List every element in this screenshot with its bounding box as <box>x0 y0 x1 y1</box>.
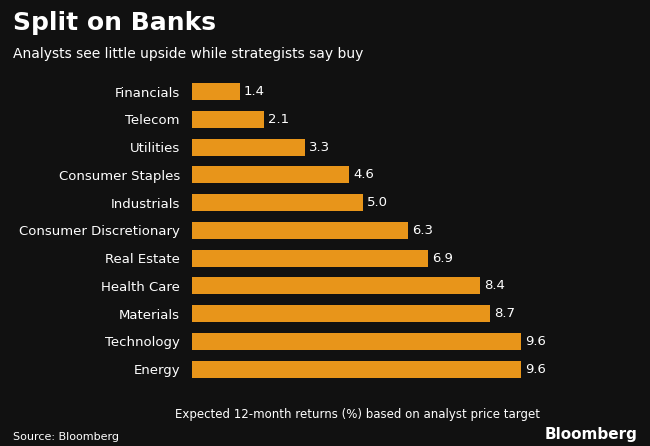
Text: 5.0: 5.0 <box>367 196 388 209</box>
Text: 9.6: 9.6 <box>525 363 546 376</box>
Bar <box>192 277 480 294</box>
Text: 1.4: 1.4 <box>244 85 265 98</box>
Bar <box>192 111 264 128</box>
Bar <box>192 194 363 211</box>
Text: Analysts see little upside while strategists say buy: Analysts see little upside while strateg… <box>13 47 363 61</box>
Bar <box>192 139 305 156</box>
Text: Source: Bloomberg: Source: Bloomberg <box>13 432 119 442</box>
Text: Split on Banks: Split on Banks <box>13 11 216 35</box>
Text: 4.6: 4.6 <box>354 169 374 182</box>
Text: Bloomberg: Bloomberg <box>544 426 637 442</box>
Bar <box>192 83 240 100</box>
Bar <box>192 333 521 350</box>
Text: 6.3: 6.3 <box>412 224 433 237</box>
Text: 9.6: 9.6 <box>525 335 546 348</box>
Bar <box>192 222 408 239</box>
Bar <box>192 305 490 322</box>
Text: 6.9: 6.9 <box>432 252 453 264</box>
Bar <box>192 249 428 267</box>
Text: 3.3: 3.3 <box>309 140 330 153</box>
Text: 8.4: 8.4 <box>484 279 504 293</box>
Text: 2.1: 2.1 <box>268 113 289 126</box>
Text: 8.7: 8.7 <box>494 307 515 320</box>
Bar <box>192 360 521 378</box>
Text: Expected 12-month returns (%) based on analyst price target: Expected 12-month returns (%) based on a… <box>175 409 540 421</box>
Bar <box>192 166 350 183</box>
